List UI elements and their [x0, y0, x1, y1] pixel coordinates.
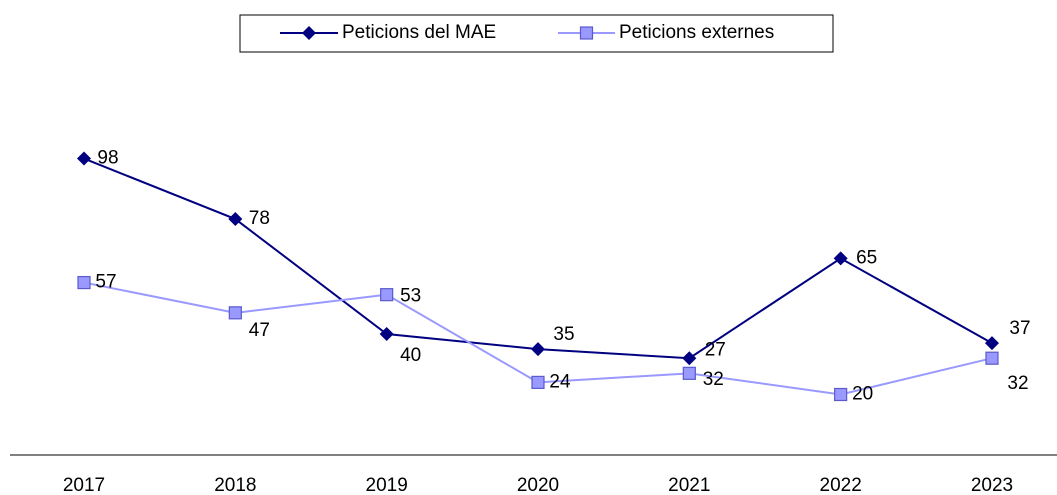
- legend-label: Peticions externes: [619, 22, 774, 43]
- data-label: 32: [1007, 373, 1028, 394]
- point: [834, 387, 848, 402]
- data-label: 53: [400, 286, 421, 307]
- legend-marker: [579, 26, 594, 40]
- x-tick-label: 2023: [971, 475, 1013, 495]
- data-label: 47: [249, 320, 270, 341]
- point: [228, 306, 242, 320]
- legend-box: [239, 14, 834, 53]
- data-label: 37: [1009, 318, 1030, 339]
- data-label: 98: [97, 148, 118, 169]
- legend-marker: [302, 26, 316, 40]
- point: [530, 342, 545, 357]
- point: [228, 212, 243, 227]
- x-tick-label: 2022: [820, 475, 862, 495]
- point: [682, 366, 696, 380]
- point: [77, 151, 91, 166]
- data-label: 27: [705, 339, 726, 360]
- data-label: 57: [95, 272, 116, 293]
- x-tick-label: 2021: [668, 475, 710, 495]
- data-label: 32: [703, 369, 724, 390]
- point: [682, 351, 697, 366]
- data-label: 40: [400, 345, 421, 366]
- data-label: 20: [852, 384, 873, 405]
- x-tick-label: 2019: [366, 475, 408, 495]
- point: [985, 351, 999, 365]
- point: [984, 336, 999, 351]
- point: [380, 288, 394, 302]
- x-tick-label: 2020: [517, 475, 559, 495]
- point: [379, 327, 394, 341]
- point: [833, 251, 848, 266]
- data-label: 24: [549, 371, 571, 392]
- data-label: 78: [249, 208, 270, 229]
- x-tick-label: 2017: [63, 475, 105, 495]
- x-tick-label: 2018: [214, 475, 256, 495]
- point: [77, 275, 91, 290]
- data-label: 35: [553, 324, 574, 345]
- point: [531, 375, 545, 389]
- legend-label: Peticions del MAE: [342, 22, 496, 43]
- data-label: 65: [856, 247, 877, 268]
